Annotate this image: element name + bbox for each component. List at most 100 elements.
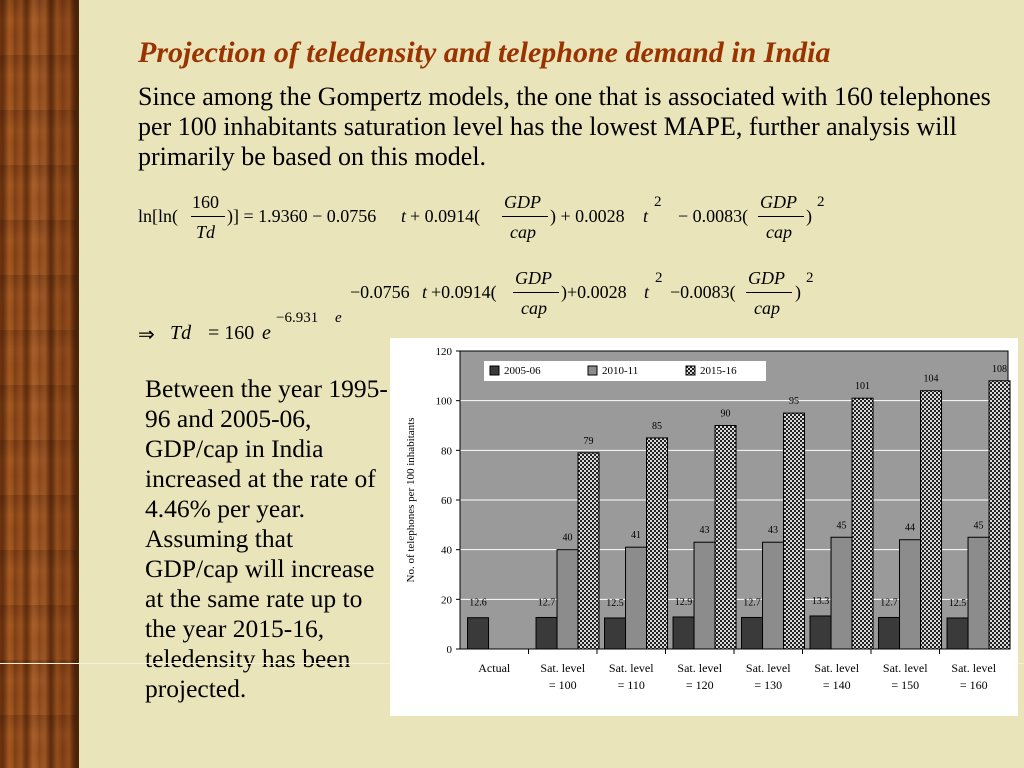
side-paragraph: Between the year 1995-96 and 2005-06, GD… <box>145 374 388 703</box>
bar-2015-16 <box>783 412 806 650</box>
data-label: 12.7 <box>538 597 556 608</box>
bar-2005-06 <box>809 615 832 650</box>
eq1-mid: ) + 0.0028 <box>550 206 625 226</box>
eq3-td: Td <box>170 322 192 344</box>
y-tick-label: 80 <box>441 445 453 457</box>
data-label: 101 <box>855 381 870 392</box>
slide-title: Projection of teledensity and telephone … <box>138 36 831 69</box>
data-label: 90 <box>721 409 731 420</box>
data-label: 41 <box>631 530 641 541</box>
wood-border <box>0 0 76 768</box>
x-tick-label: = 100 <box>549 678 577 692</box>
x-tick-label: Sat. level <box>814 661 859 675</box>
legend-label: 2005-06 <box>504 365 541 377</box>
eq2-t2: t <box>644 282 650 302</box>
bar-2005-06 <box>467 617 490 650</box>
data-label: 13.3 <box>812 596 830 607</box>
eq2-minus: −0.0083( <box>670 282 736 302</box>
data-label: 45 <box>974 520 984 531</box>
data-label: 12.5 <box>606 598 624 609</box>
data-label: 95 <box>789 396 799 407</box>
legend-label: 2015-16 <box>700 365 737 377</box>
eq2-mid: )+0.0028 <box>561 282 627 302</box>
eq1-lhs-prefix: ln[ln( <box>138 206 178 226</box>
data-label: 44 <box>905 523 915 534</box>
x-tick-label: = 150 <box>891 678 919 692</box>
eq1-cap2: cap <box>766 222 792 242</box>
eq1-gdp: GDP <box>504 192 541 212</box>
x-tick-label: = 160 <box>960 678 988 692</box>
x-tick-label: = 130 <box>754 678 782 692</box>
y-tick-label: 40 <box>441 545 453 557</box>
eq1-t1: t <box>401 206 407 226</box>
eq2-plus1: +0.0914( <box>431 282 497 302</box>
eq3-exponent-e: e <box>335 310 342 326</box>
data-label: 79 <box>584 436 594 447</box>
bar-2015-16 <box>714 425 737 650</box>
bar-2015-16 <box>920 390 943 650</box>
bar-2005-06 <box>672 616 695 650</box>
x-tick-label: Sat. level <box>746 661 791 675</box>
data-label: 43 <box>700 525 710 536</box>
x-tick-label: Sat. level <box>883 661 928 675</box>
bar-2005-06 <box>946 617 969 650</box>
legend-swatch <box>685 365 696 376</box>
eq3-eq: = 160 <box>208 322 255 344</box>
data-label: 85 <box>652 421 662 432</box>
x-tick-label: Sat. level <box>540 661 585 675</box>
legend-swatch <box>489 365 500 376</box>
y-tick-label: 60 <box>441 495 453 507</box>
x-tick-label: Sat. level <box>951 661 996 675</box>
x-tick-label: = 120 <box>686 678 714 692</box>
eq2-gdp2: GDP <box>748 268 785 288</box>
eq2-gdp-fraction-bar <box>513 292 559 293</box>
eq1-lhs-fraction-bar <box>191 216 225 217</box>
teledensity-bar-chart: 0 20 40 60 80 100 120 No. of telephones per 100… <box>405 346 1011 692</box>
bar-2005-06 <box>604 617 627 650</box>
y-axis-label: No. of telephones per 100 inhabitants <box>405 418 417 583</box>
x-tick-label: Sat. level <box>609 661 654 675</box>
eq1-gdp2-fraction-bar <box>758 216 804 217</box>
x-tick-label: Actual <box>478 661 511 675</box>
eq2-cap2: cap <box>754 298 780 318</box>
equation-teledensity-result: ⇒ Td = 160 e −6.931 e <box>138 310 368 350</box>
chart-panel: 0 20 40 60 80 100 120 No. of telephones per 100… <box>390 338 1018 716</box>
data-label: 108 <box>992 364 1007 375</box>
eq2-exp-end: 2 <box>806 270 814 286</box>
data-label: 12.9 <box>675 597 693 608</box>
eq2-gdp2-fraction-bar <box>746 292 792 293</box>
data-label: 43 <box>768 525 778 536</box>
wood-border-edge <box>76 0 79 768</box>
eq2-exp2: 2 <box>655 270 663 286</box>
eq2-close: ) <box>795 282 801 302</box>
eq3-e: e <box>262 322 271 344</box>
eq3-implies-arrow: ⇒ <box>138 324 155 346</box>
y-tick-label: 120 <box>436 346 453 358</box>
bar-2005-06 <box>878 616 901 650</box>
data-label: 12.6 <box>469 598 487 609</box>
bar-2010-11 <box>899 539 922 650</box>
eq1-t2: t <box>643 206 649 226</box>
bar-2005-06 <box>741 616 764 650</box>
eq1-cap: cap <box>510 222 536 242</box>
data-label: 12.7 <box>743 597 761 608</box>
bar-2010-11 <box>693 541 716 650</box>
equation-gompertz: ln[ln( 160 Td )] = 1.9360 − 0.0756 t + 0… <box>138 190 838 250</box>
x-tick-label: = 140 <box>823 678 851 692</box>
y-tick-label: 0 <box>447 644 453 656</box>
eq1-minus: − 0.0083( <box>678 206 749 226</box>
bar-2010-11 <box>762 541 785 650</box>
eq1-close: ) <box>806 206 812 226</box>
data-label: 40 <box>563 533 573 544</box>
equation-exponent-term: −0.0756 t +0.0914( GDP cap )+0.0028 t 2 … <box>350 264 830 324</box>
eq1-exp-end: 2 <box>817 194 825 210</box>
eq1-gdp2: GDP <box>760 192 797 212</box>
eq1-exp2: 2 <box>654 194 662 210</box>
eq1-lhs-suffix: )] = 1.9360 − 0.0756 <box>227 206 377 226</box>
eq2-prefix: −0.0756 <box>350 282 410 302</box>
eq1-plus1: + 0.0914( <box>410 206 481 226</box>
data-label: 12.5 <box>949 598 967 609</box>
bar-2010-11 <box>625 546 648 650</box>
data-label: 45 <box>837 520 847 531</box>
eq1-gdp-fraction-bar <box>502 216 548 217</box>
